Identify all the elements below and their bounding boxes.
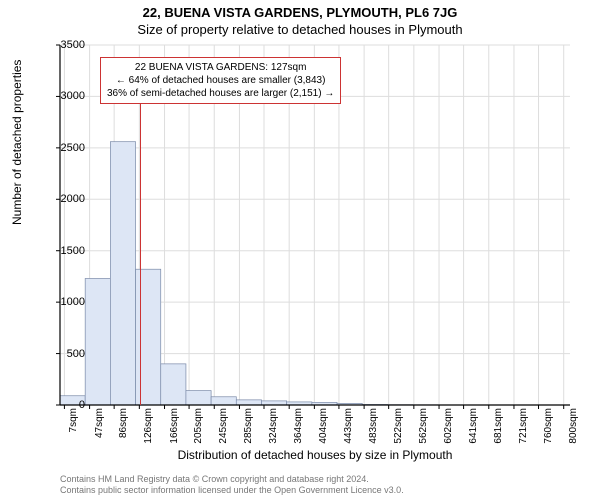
x-tick-label: 364sqm — [293, 408, 304, 444]
x-tick-label: 483sqm — [368, 408, 379, 444]
annotation-line3: 36% of semi-detached houses are larger (… — [107, 87, 334, 100]
y-tick-label: 2000 — [45, 193, 85, 205]
x-tick-label: 324sqm — [268, 408, 279, 444]
x-tick-label: 166sqm — [169, 408, 180, 444]
footer-credits: Contains HM Land Registry data © Crown c… — [60, 474, 404, 496]
title-subtitle: Size of property relative to detached ho… — [0, 20, 600, 37]
x-tick-label: 443sqm — [343, 408, 354, 444]
x-tick-label: 86sqm — [118, 408, 129, 438]
y-tick-label: 0 — [45, 399, 85, 411]
property-marker-line — [140, 100, 141, 405]
footer-line1: Contains HM Land Registry data © Crown c… — [60, 474, 404, 485]
x-tick-label: 404sqm — [318, 408, 329, 444]
x-tick-label: 681sqm — [493, 408, 504, 444]
annotation-line2: ← 64% of detached houses are smaller (3,… — [107, 74, 334, 87]
footer-line2: Contains public sector information licen… — [60, 485, 404, 496]
annotation-box: 22 BUENA VISTA GARDENS: 127sqm ← 64% of … — [100, 57, 341, 104]
title-address: 22, BUENA VISTA GARDENS, PLYMOUTH, PL6 7… — [0, 0, 600, 20]
chart-container: 22, BUENA VISTA GARDENS, PLYMOUTH, PL6 7… — [0, 0, 600, 500]
x-tick-label: 7sqm — [68, 408, 79, 432]
x-tick-label: 800sqm — [568, 408, 579, 444]
y-tick-label: 500 — [45, 348, 85, 360]
x-tick-label: 760sqm — [543, 408, 554, 444]
y-tick-label: 2500 — [45, 142, 85, 154]
x-tick-label: 47sqm — [94, 408, 105, 438]
annotation-line1: 22 BUENA VISTA GARDENS: 127sqm — [107, 61, 334, 74]
x-tick-label: 245sqm — [218, 408, 229, 444]
y-tick-label: 1000 — [45, 296, 85, 308]
x-tick-label: 205sqm — [193, 408, 204, 444]
x-tick-label: 562sqm — [418, 408, 429, 444]
x-tick-label: 602sqm — [443, 408, 454, 444]
x-tick-label: 522sqm — [393, 408, 404, 444]
x-axis-label: Distribution of detached houses by size … — [60, 448, 570, 462]
x-tick-label: 126sqm — [143, 408, 154, 444]
y-tick-label: 3000 — [45, 90, 85, 102]
y-tick-label: 1500 — [45, 245, 85, 257]
x-tick-label: 721sqm — [518, 408, 529, 444]
x-tick-label: 285sqm — [243, 408, 254, 444]
y-tick-label: 3500 — [45, 39, 85, 51]
y-axis-label: Number of detached properties — [10, 60, 24, 225]
x-tick-label: 641sqm — [468, 408, 479, 444]
